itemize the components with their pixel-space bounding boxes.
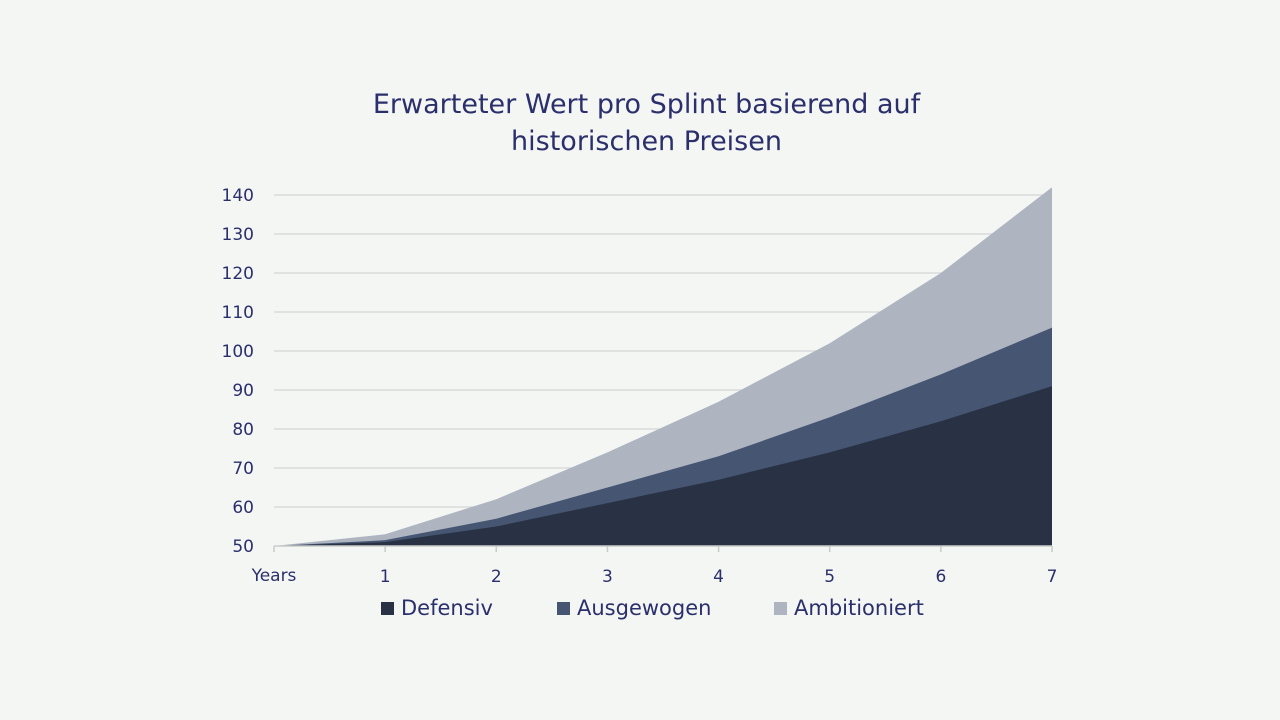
x-tick-label-7: 7 (1047, 567, 1058, 587)
x-tick-label-6: 6 (935, 567, 946, 587)
x-axis-labels: Years 1 2 3 4 5 6 7 (251, 566, 1058, 587)
legend-label-defensiv: Defensiv (401, 596, 493, 620)
legend: Defensiv Ausgewogen Ambitioniert (0, 596, 1280, 624)
legend-label-ambitioniert: Ambitioniert (794, 596, 924, 620)
x-tick-label-3: 3 (602, 567, 613, 587)
y-tick-label-140: 140 (222, 186, 254, 206)
x-tick-label-2: 2 (491, 567, 502, 587)
area-defensiv (274, 386, 1052, 546)
legend-item-ambitioniert: Ambitioniert (774, 596, 924, 620)
y-tick-label-100: 100 (222, 342, 254, 362)
legend-swatch-ausgewogen (557, 601, 570, 615)
x-axis-label: Years (251, 566, 297, 586)
legend-item-ausgewogen: Ausgewogen (557, 596, 711, 620)
y-tick-label-70: 70 (232, 459, 254, 479)
x-tick-label-5: 5 (824, 567, 835, 587)
x-tick-label-4: 4 (713, 567, 724, 587)
chart-title-line-1: Erwarteter Wert pro Splint basierend auf (372, 89, 921, 120)
chart-title: Erwarteter Wert pro Splint basierend auf… (0, 86, 1280, 160)
legend-label-ausgewogen: Ausgewogen (577, 596, 712, 620)
y-tick-label-110: 110 (222, 303, 254, 323)
legend-swatch-defensiv (381, 601, 394, 615)
y-tick-label-80: 80 (232, 420, 254, 440)
x-tick-label-1: 1 (380, 567, 391, 587)
axes (273, 545, 1053, 552)
y-tick-label-120: 120 (222, 264, 254, 284)
chart-title-line-2: historischen Preisen (511, 126, 782, 157)
series-areas (274, 187, 1052, 546)
y-tick-label-60: 60 (232, 498, 254, 518)
y-tick-label-50: 50 (232, 537, 254, 557)
y-axis-labels: 50 60 70 80 90 100 110 120 130 140 (222, 186, 254, 557)
legend-item-defensiv: Defensiv (381, 596, 493, 620)
y-tick-label-130: 130 (222, 225, 254, 245)
legend-swatch-ambitioniert (774, 601, 787, 615)
y-tick-label-90: 90 (232, 381, 254, 401)
